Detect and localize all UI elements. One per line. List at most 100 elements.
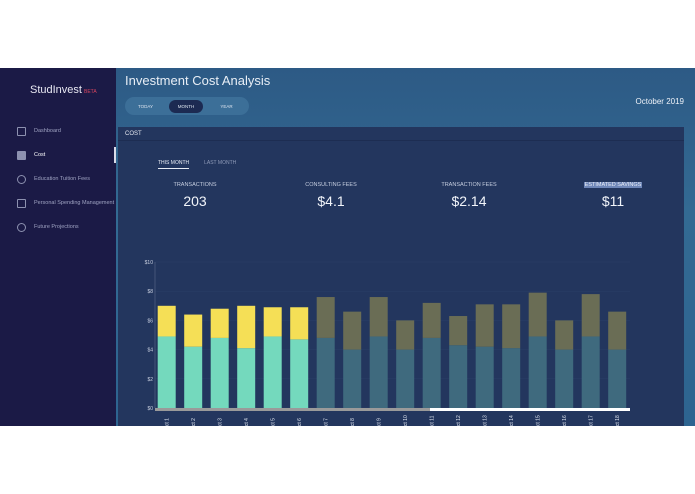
y-tick-label: $6 bbox=[147, 318, 153, 324]
bar-segment bbox=[475, 346, 494, 408]
stat-label: CONSULTING FEES bbox=[305, 182, 357, 188]
x-tick-label: Oct 2 bbox=[191, 418, 197, 426]
current-date: October 2019 bbox=[635, 97, 684, 106]
beta-badge: BETA bbox=[83, 89, 97, 95]
sidebar-item-label: Personal Spending Management bbox=[34, 200, 115, 206]
x-tick-label: Oct 11 bbox=[430, 415, 436, 426]
scrollbar-track bbox=[155, 408, 430, 411]
sidebar-item-label: Dashboard bbox=[34, 128, 61, 134]
dashboard-icon bbox=[17, 126, 26, 136]
y-tick-label: $2 bbox=[147, 377, 153, 383]
bar-segment bbox=[237, 348, 256, 408]
x-tick-label: Oct 18 bbox=[615, 415, 621, 426]
tab-last-month[interactable]: LAST MONTH bbox=[204, 160, 237, 166]
stat-label: TRANSACTION FEES bbox=[441, 182, 497, 188]
bar-segment bbox=[475, 304, 494, 347]
bar-segment bbox=[528, 336, 547, 408]
bar-segment bbox=[555, 320, 574, 350]
stat-transaction-fees: TRANSACTION FEES $2.14 bbox=[414, 182, 524, 209]
bar-segment bbox=[369, 336, 388, 408]
main-content: Investment Cost Analysis TODAY MONTH YEA… bbox=[116, 68, 695, 426]
page-title: Investment Cost Analysis bbox=[125, 73, 271, 88]
bar-segment bbox=[422, 337, 441, 408]
bar-segment bbox=[343, 349, 362, 408]
logo-text: StudInvest bbox=[30, 84, 82, 96]
bar-segment bbox=[396, 349, 415, 408]
sidebar-item-education-tuition-fees[interactable]: Education Tuition Fees bbox=[0, 169, 116, 189]
bar-segment bbox=[555, 349, 574, 408]
bar-segment bbox=[581, 336, 600, 408]
bar-segment bbox=[608, 311, 627, 350]
bar-segment bbox=[157, 336, 176, 408]
sidebar-item-label: Education Tuition Fees bbox=[34, 176, 90, 182]
x-tick-label: Oct 16 bbox=[562, 415, 568, 426]
period-year[interactable]: YEAR bbox=[220, 103, 233, 109]
x-tick-label: Oct 4 bbox=[244, 418, 250, 426]
stat-consulting-fees: CONSULTING FEES $4.1 bbox=[276, 182, 386, 209]
bar-segment bbox=[290, 307, 309, 340]
book-icon bbox=[17, 198, 26, 208]
y-tick-label: $0 bbox=[147, 406, 153, 412]
bar-segment bbox=[184, 314, 203, 347]
y-tick-label: $8 bbox=[147, 289, 153, 295]
cost-bar-chart: $0 $2 $4 $6 $8 $10 Oct 1 Oct 2 Oct 3 Oct 4 Oct 5 Oc… bbox=[145, 260, 630, 426]
scrollbar-thumb[interactable] bbox=[430, 408, 630, 411]
period-today[interactable]: TODAY bbox=[137, 103, 154, 109]
bar-segment bbox=[528, 292, 547, 337]
x-tick-label: Oct 17 bbox=[589, 415, 595, 426]
bar-segment bbox=[396, 320, 415, 350]
bar-segment bbox=[343, 311, 362, 350]
sidebar-item-label: Future Projections bbox=[34, 224, 79, 230]
calculator-icon bbox=[17, 150, 26, 160]
sidebar-item-label: Cost bbox=[34, 152, 46, 158]
x-tick-label: Oct 13 bbox=[483, 415, 489, 426]
x-tick-label: Oct 5 bbox=[271, 418, 277, 426]
stat-value: $2.14 bbox=[451, 193, 487, 209]
logo[interactable]: StudInvest BETA bbox=[30, 84, 97, 96]
sidebar-item-dashboard[interactable]: Dashboard bbox=[0, 121, 116, 141]
sidebar-item-future-projections[interactable]: Future Projections bbox=[0, 217, 116, 237]
x-tick-label: Oct 14 bbox=[509, 415, 515, 426]
sidebar-item-cost[interactable]: Cost bbox=[0, 145, 116, 165]
bar-segment bbox=[449, 316, 468, 346]
stat-transactions: TRANSACTIONS 203 bbox=[140, 182, 250, 209]
bar-segment bbox=[449, 345, 468, 408]
stat-label: ESTIMATED SAVINGS bbox=[583, 182, 643, 188]
x-tick-label: Oct 6 bbox=[297, 418, 303, 426]
bar-segment bbox=[316, 337, 335, 408]
bar-segment bbox=[502, 348, 521, 408]
bar-segment bbox=[157, 305, 176, 337]
card-title: COST bbox=[118, 127, 684, 141]
bar-segment bbox=[608, 349, 627, 408]
x-tick-label: Oct 1 bbox=[165, 418, 171, 426]
bar-segment bbox=[502, 304, 521, 349]
bar-segment bbox=[422, 302, 441, 338]
lightbulb-icon bbox=[17, 174, 26, 184]
sidebar-item-personal-spending[interactable]: Personal Spending Management bbox=[0, 193, 116, 213]
y-tick-label: $10 bbox=[145, 260, 154, 266]
month-tabs: THIS MONTH LAST MONTH bbox=[158, 160, 236, 169]
bar-segment bbox=[316, 297, 335, 338]
x-tick-label: Oct 9 bbox=[377, 418, 383, 426]
period-selector: TODAY MONTH YEAR bbox=[125, 97, 249, 115]
bar-segment bbox=[290, 339, 309, 408]
x-tick-label: Oct 8 bbox=[350, 418, 356, 426]
tab-this-month[interactable]: THIS MONTH bbox=[158, 160, 190, 169]
stat-value: $4.1 bbox=[317, 193, 345, 209]
stat-label: TRANSACTIONS bbox=[173, 182, 217, 188]
x-tick-label: Oct 12 bbox=[456, 415, 462, 426]
active-indicator bbox=[114, 147, 116, 163]
sidebar: StudInvest BETA Dashboard Cost Education … bbox=[0, 68, 116, 426]
period-month[interactable]: MONTH bbox=[169, 99, 203, 113]
bar-segment bbox=[369, 297, 388, 337]
bar-segment bbox=[263, 336, 282, 408]
x-tick-label: Oct 15 bbox=[536, 415, 542, 426]
bar-segment bbox=[581, 294, 600, 337]
x-tick-label: Oct 7 bbox=[324, 418, 330, 426]
bar-segment bbox=[210, 337, 229, 408]
cloud-icon bbox=[17, 222, 26, 232]
stat-value: $11 bbox=[601, 193, 625, 209]
cost-card: COST THIS MONTH LAST MONTH TRANSACTIONS 2… bbox=[118, 127, 684, 426]
bar-segment bbox=[184, 346, 203, 408]
bar-segment bbox=[237, 305, 256, 349]
